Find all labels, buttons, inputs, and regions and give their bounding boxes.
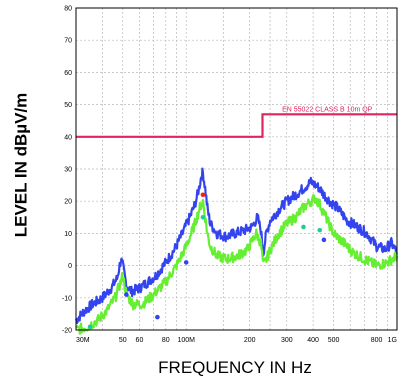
y-axis-label: LEVEL IN dBµV/m — [11, 92, 30, 238]
y-tick-label: 40 — [64, 134, 72, 141]
x-tick-label: 400 — [307, 337, 319, 344]
measurement-marker — [183, 260, 189, 265]
measurement-marker — [155, 314, 160, 320]
x-tick-label: 800 — [371, 337, 383, 344]
x-tick-label: 80 — [162, 337, 170, 344]
x-tick-label: 50 — [119, 337, 127, 344]
y-tick-label: -10 — [62, 295, 72, 302]
y-tick-label: 20 — [64, 199, 72, 206]
y-tick-label: 10 — [64, 231, 72, 238]
measurement-marker — [200, 215, 206, 220]
x-tick-label: 60 — [136, 337, 144, 344]
measurement-marker — [87, 324, 93, 330]
marker-layer — [87, 192, 327, 330]
x-tick-label: 300 — [281, 337, 293, 344]
limit-line — [76, 113, 397, 138]
y-tick-label: 60 — [64, 70, 72, 77]
limit-line-label: EN 55022 CLASS B 10m QP — [282, 106, 373, 113]
y-tick-label: 50 — [64, 102, 72, 109]
x-tick-label: 500 — [328, 337, 340, 344]
y-tick-label: -20 — [62, 328, 72, 335]
measurement-marker — [200, 192, 206, 198]
x-tick-label: 100M — [177, 337, 195, 344]
series-trace-1 — [74, 167, 398, 324]
x-tick-labels: 30M 50 60 80 100M 200 300 400 500 800 1G — [76, 337, 397, 344]
plot-frame — [75, 7, 398, 331]
series-layer — [74, 167, 399, 335]
measurement-marker — [317, 227, 323, 233]
x-tick-label: 200 — [244, 337, 256, 344]
y-axis-label-wrap: LEVEL IN dBµV/m — [6, 0, 36, 330]
measurement-marker — [321, 237, 327, 243]
limit-layer: EN 55022 CLASS B 10m QP — [76, 106, 397, 138]
measurement-marker — [301, 224, 306, 230]
y-tick-labels: 80 70 60 50 40 30 20 10 0 -10 -20 — [62, 6, 72, 335]
measurement-marker — [124, 292, 129, 297]
x-axis-label: FREQUENCY IN Hz — [158, 358, 312, 377]
x-tick-label: 30M — [76, 337, 90, 344]
series-trace-2 — [75, 194, 399, 335]
y-tick-label: 30 — [64, 167, 72, 174]
y-tick-label: 80 — [64, 6, 72, 13]
grid-layer — [76, 8, 397, 330]
y-tick-label: 0 — [68, 263, 72, 270]
y-tick-label: 70 — [64, 38, 72, 45]
x-tick-label: 1G — [388, 337, 397, 344]
